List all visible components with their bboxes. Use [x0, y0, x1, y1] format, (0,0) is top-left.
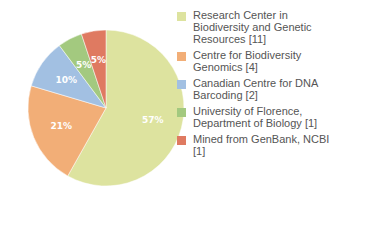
legend-swatch [177, 108, 186, 117]
data-label: 5% [76, 60, 91, 70]
legend-label: Research Center in Biodiversity and Gene… [193, 9, 315, 45]
legend-label: Centre for Biodiversity Genomics [4] [193, 49, 304, 73]
data-label: 57% [142, 115, 164, 125]
legend-label-line: Genomics [4] [193, 61, 258, 73]
legend-label-line: Biodiversity and Genetic [193, 21, 315, 33]
legend-swatch [177, 136, 186, 145]
legend-label-line: University of Florence, [193, 105, 305, 117]
legend-swatch [177, 80, 186, 89]
legend-swatch [177, 12, 186, 21]
data-label: 21% [50, 121, 72, 131]
chart: 57% 21% 10% 5%5% Research Center in Biodiver… [0, 0, 380, 240]
data-label: 10% [56, 75, 78, 85]
legend-item: Canadian Centre for DNA Barcoding [2] [177, 77, 321, 101]
legend-label: University of Florence, Department of Bi… [193, 105, 317, 129]
legend-item: Centre for Biodiversity Genomics [4] [177, 49, 304, 73]
legend-swatch [177, 52, 186, 61]
legend-label-line: Canadian Centre for DNA [193, 77, 321, 89]
legend-label-line: Barcoding [2] [193, 89, 258, 101]
legend-label-line: [1] [193, 145, 205, 157]
legend-label-line: Department of Biology [1] [193, 117, 317, 129]
legend-label: Mined from GenBank, NCBI [1] [193, 133, 332, 157]
legend-label-line: Mined from GenBank, NCBI [193, 133, 332, 145]
legend-label-line: Resources [11] [193, 33, 266, 45]
pie [28, 30, 184, 186]
legend-item: Mined from GenBank, NCBI [1] [177, 133, 332, 157]
legend-item: Research Center in Biodiversity and Gene… [177, 9, 315, 45]
legend-item: University of Florence, Department of Bi… [177, 105, 317, 129]
data-labels: 57% 21% 10% 5%5% [50, 55, 163, 131]
data-label: 5% [91, 55, 106, 65]
legend-label-line: Centre for Biodiversity [193, 49, 304, 61]
legend: Research Center in Biodiversity and Gene… [177, 9, 332, 157]
legend-label: Canadian Centre for DNA Barcoding [2] [193, 77, 321, 101]
legend-label-line: Research Center in [193, 9, 291, 21]
